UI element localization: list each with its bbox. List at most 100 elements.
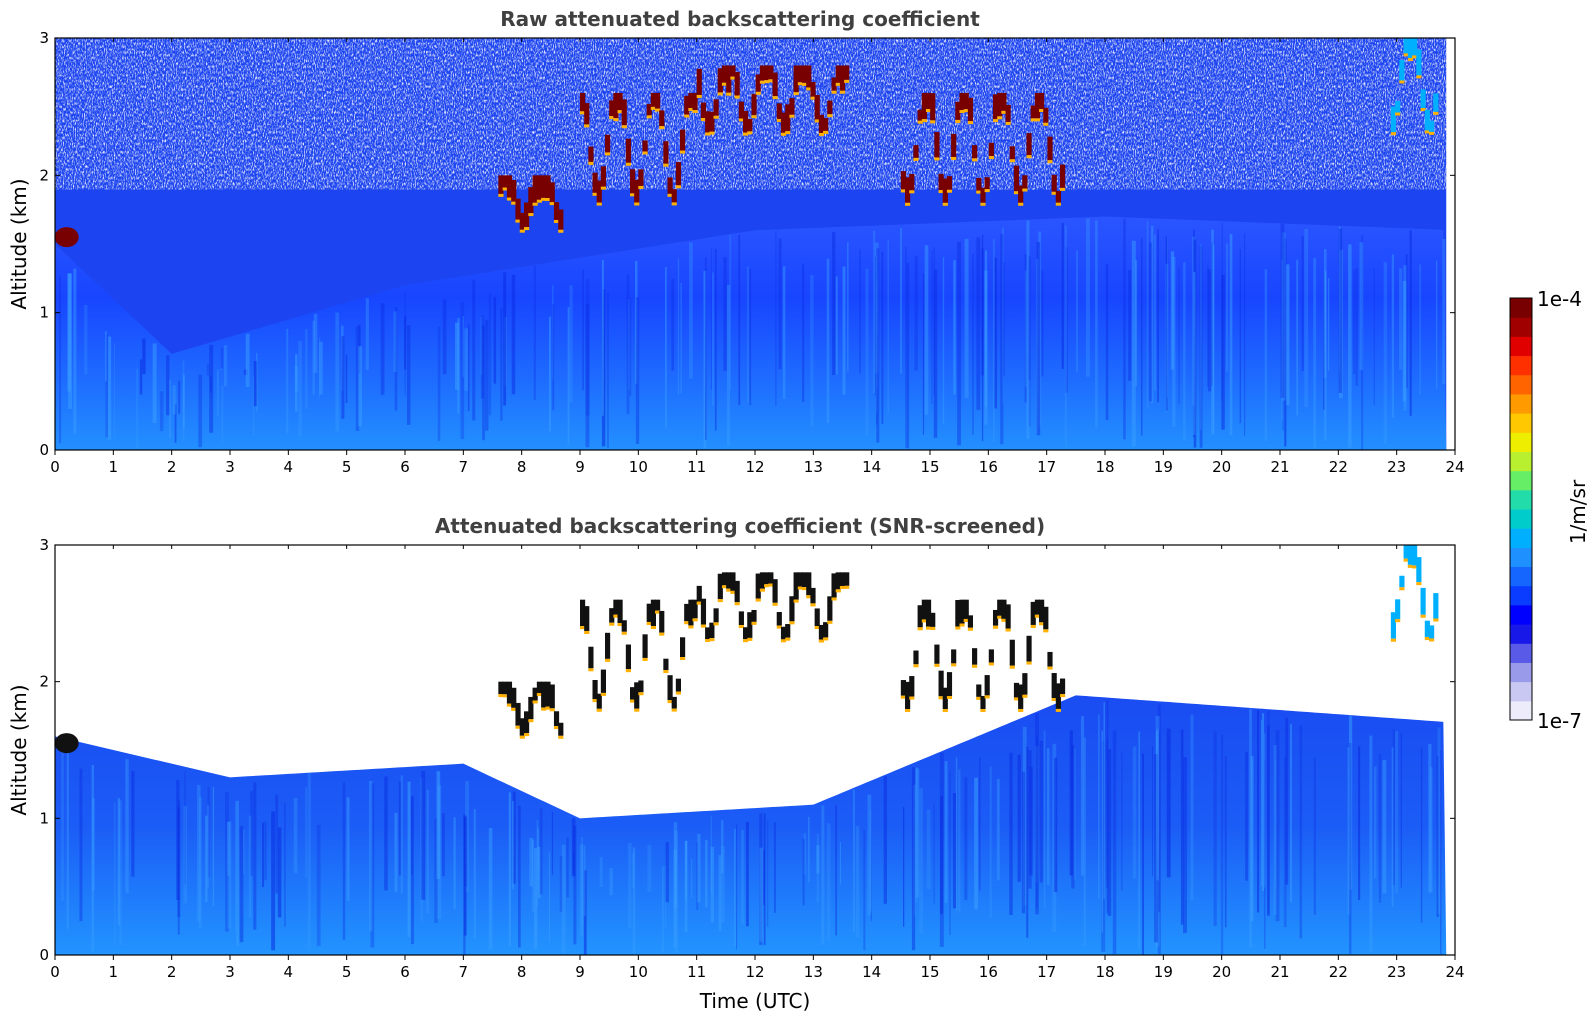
texture-streak <box>1394 731 1399 894</box>
cloud-edge <box>1407 58 1413 62</box>
cloud-cell <box>930 612 936 627</box>
x-tick-label: 13 <box>804 458 823 476</box>
texture-streak <box>253 360 257 407</box>
cloud-edge <box>1047 160 1053 164</box>
cloud-edge <box>1433 111 1439 115</box>
cloud-cell <box>951 133 957 157</box>
cloud-cell <box>1005 604 1011 629</box>
cloud-cell <box>675 162 681 186</box>
texture-streak <box>1123 218 1126 440</box>
cloud-edge <box>558 229 564 233</box>
cloud-cell <box>1424 109 1430 131</box>
cloud-cell <box>705 627 711 640</box>
cloud-edge <box>1399 80 1405 84</box>
cloud-cell <box>806 65 812 88</box>
cloud-edge <box>671 708 677 712</box>
texture-streak <box>996 778 1000 881</box>
texture-streak <box>933 269 938 438</box>
cloud-edge <box>942 202 948 206</box>
texture-streak <box>455 322 459 390</box>
cloud-cell <box>584 606 590 631</box>
texture-streak <box>1151 225 1154 404</box>
cloud-edge <box>709 638 715 642</box>
cloud-cell <box>680 129 686 151</box>
cloud-edge <box>605 152 611 156</box>
colorbar-cell <box>1510 566 1532 587</box>
texture-streak <box>726 285 731 446</box>
cloud-cell <box>541 175 547 198</box>
y-tick-label: 3 <box>39 29 49 47</box>
cloud-edge <box>596 708 602 712</box>
texture-streak <box>1405 254 1408 388</box>
texture-streak <box>705 839 708 908</box>
cloud-cell <box>634 179 640 203</box>
texture-streak <box>298 340 302 437</box>
texture-streak <box>1313 757 1316 915</box>
texture-streak <box>1054 757 1058 893</box>
cloud-edge <box>1026 661 1032 665</box>
cloud-cell <box>1034 599 1041 615</box>
cloud-edge <box>1433 618 1439 622</box>
x-tick-label: 9 <box>575 963 585 981</box>
cloud-edge <box>630 193 636 197</box>
cloud-cell <box>946 672 953 696</box>
cloud-edge <box>511 707 517 711</box>
texture-streak <box>974 777 978 910</box>
x-tick-label: 8 <box>517 458 527 476</box>
texture-streak <box>1183 262 1186 442</box>
cloud-cell <box>814 94 820 120</box>
texture-streak <box>808 816 810 883</box>
cloud-edge <box>776 118 782 122</box>
texture-streak <box>1190 714 1194 901</box>
texture-streak <box>1178 267 1180 405</box>
cloud-cell <box>617 92 623 111</box>
texture-streak <box>463 816 467 936</box>
cloud-cell <box>671 189 677 203</box>
cloud-cell <box>747 612 753 638</box>
cloud-cell <box>743 110 749 133</box>
texture-streak <box>1095 220 1098 428</box>
texture-streak <box>1009 752 1013 915</box>
cloud-cell <box>1403 38 1409 54</box>
cloud-cell <box>1001 92 1007 111</box>
cloud-cell <box>1416 49 1422 76</box>
texture-streak <box>581 836 583 926</box>
cloud-edge <box>515 219 521 223</box>
cloud-edge <box>789 114 795 118</box>
cloud-cell <box>688 599 694 626</box>
cloud-cell <box>972 648 978 665</box>
cloud-cell <box>1013 165 1020 192</box>
cloud-cell <box>580 92 586 112</box>
cloud-cell <box>630 169 636 194</box>
texture-streak <box>1035 735 1038 909</box>
cloud-cell <box>1412 38 1418 56</box>
texture-streak <box>1028 749 1032 889</box>
texture-streak <box>293 798 298 874</box>
texture-streak <box>176 780 180 900</box>
texture-streak <box>473 809 476 939</box>
texture-streak <box>741 829 744 924</box>
cloud-cell <box>764 65 770 81</box>
cloud-cell <box>806 572 812 596</box>
x-tick-label: 1 <box>109 963 119 981</box>
texture-streak <box>1029 766 1033 876</box>
cloud-cell <box>900 680 906 696</box>
texture-streak <box>566 837 569 898</box>
cloud-edge <box>506 197 513 201</box>
texture-streak <box>870 811 872 912</box>
cloud-edge <box>776 625 782 629</box>
cloud-cell <box>558 209 564 230</box>
texture-streak <box>1301 236 1304 371</box>
cloud-cell <box>1047 136 1053 161</box>
cloud-edge <box>797 586 803 590</box>
cloud-edge <box>955 626 961 630</box>
cloud-cell <box>997 599 1003 616</box>
texture-streak <box>1080 716 1085 876</box>
texture-streak <box>508 792 512 946</box>
cloud-cell <box>835 572 841 590</box>
cloud-edge <box>934 157 940 161</box>
cloud-cell <box>638 680 644 693</box>
cloud-cell <box>650 92 656 107</box>
x-tick-label: 3 <box>225 963 235 981</box>
